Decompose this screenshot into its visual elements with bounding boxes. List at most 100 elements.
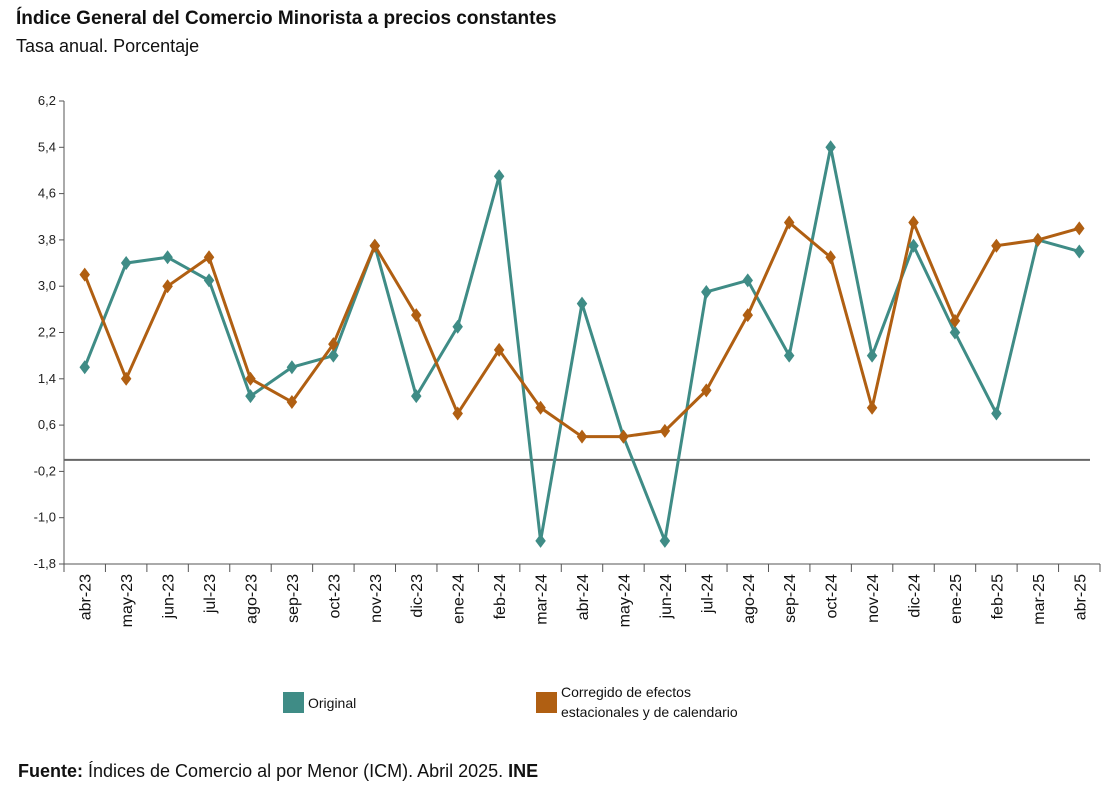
x-tick-label: dic-24 — [907, 574, 924, 618]
x-tick-label: mar-25 — [1031, 574, 1048, 625]
data-point-original — [79, 360, 90, 375]
data-point-original — [825, 140, 836, 155]
data-point-corrected — [162, 279, 173, 294]
data-point-original — [286, 360, 298, 375]
legend-original-swatch — [283, 692, 304, 713]
data-point-corrected — [535, 400, 546, 415]
data-point-corrected — [286, 394, 298, 409]
data-point-original — [866, 348, 878, 363]
data-point-original — [203, 273, 215, 288]
data-point-original — [1074, 244, 1085, 259]
x-tick-label: ago-24 — [741, 574, 758, 624]
data-point-corrected — [659, 423, 671, 438]
x-tick-label: nov-24 — [865, 574, 882, 623]
legend-corrected-swatch — [536, 691, 557, 713]
legend-corrected-line1: Corregido de efectos — [561, 684, 691, 700]
series-line-corrected — [83, 221, 1080, 439]
data-point-corrected — [866, 400, 878, 415]
data-point-corrected — [908, 215, 919, 230]
data-point-original — [120, 256, 132, 271]
legend-original: Original — [283, 692, 356, 713]
data-point-corrected — [203, 250, 215, 265]
data-point-original — [493, 169, 505, 184]
x-tick-label: ago-23 — [243, 574, 260, 624]
y-tick-label: 3,8 — [38, 232, 56, 247]
source-org: INE — [508, 761, 539, 781]
data-point-corrected — [410, 308, 422, 323]
data-point-corrected — [991, 238, 1002, 253]
data-point-corrected — [742, 308, 754, 323]
y-tick-label: 6,2 — [38, 93, 56, 108]
data-point-original — [991, 406, 1002, 421]
y-tick-label: 2,2 — [38, 325, 56, 340]
source-label: Fuente: — [18, 761, 83, 781]
x-tick-label: abr-24 — [575, 574, 592, 620]
data-point-corrected — [618, 429, 629, 444]
y-tick-label: -1,0 — [34, 510, 56, 525]
x-tick-label: feb-24 — [492, 574, 509, 619]
data-point-corrected — [1032, 232, 1044, 247]
source-text: Índices de Comercio al por Menor (ICM). … — [83, 761, 509, 781]
x-tick-label: ene-25 — [948, 574, 965, 624]
x-tick-label: sep-24 — [782, 574, 799, 623]
y-tick-label: -0,2 — [34, 463, 56, 478]
x-tick-label: nov-23 — [368, 574, 385, 623]
data-point-original — [576, 296, 588, 311]
x-tick-label: oct-24 — [824, 574, 841, 619]
data-point-corrected — [1074, 221, 1085, 236]
data-point-corrected — [576, 429, 588, 444]
x-tick-label: may-23 — [119, 574, 136, 627]
x-tick-label: oct-23 — [326, 574, 343, 619]
legend-original-label: Original — [308, 694, 357, 711]
data-point-original — [908, 238, 919, 253]
x-tick-label: ene-24 — [451, 574, 468, 624]
data-point-corrected — [783, 215, 795, 230]
y-tick-label: 3,0 — [38, 278, 56, 293]
data-point-original — [452, 319, 463, 334]
data-point-original — [742, 273, 754, 288]
data-point-original — [783, 348, 795, 363]
x-tick-label: mar-24 — [534, 574, 551, 625]
data-point-original — [410, 389, 422, 404]
data-point-corrected — [120, 371, 132, 386]
data-point-corrected — [825, 250, 836, 265]
data-point-corrected — [452, 406, 463, 421]
x-tick-label: feb-25 — [989, 574, 1006, 619]
x-tick-label: jun-23 — [161, 574, 178, 620]
legend-corrected-label: Corregido de efectos estacionales y de c… — [561, 682, 738, 722]
data-point-original — [949, 325, 961, 340]
chart-title: Índice General del Comercio Minorista a … — [16, 8, 557, 29]
chart-subtitle: Tasa anual. Porcentaje — [16, 36, 200, 56]
data-point-original — [535, 533, 546, 548]
data-point-original — [162, 250, 173, 265]
data-point-corrected — [328, 337, 339, 352]
y-tick-label: 0,6 — [38, 417, 56, 432]
y-tick-label: 4,6 — [38, 186, 56, 201]
x-tick-label: jun-24 — [658, 574, 675, 620]
data-point-corrected — [493, 342, 505, 357]
data-point-corrected — [949, 313, 961, 328]
x-tick-label: may-24 — [616, 574, 633, 627]
data-point-corrected — [701, 383, 712, 398]
data-point-original — [659, 533, 671, 548]
source-note: Fuente: Índices de Comercio al por Menor… — [18, 761, 538, 782]
data-point-corrected — [245, 371, 256, 386]
legend-corrected: Corregido de efectos estacionales y de c… — [536, 682, 738, 722]
y-tick-label: -1,8 — [34, 556, 56, 571]
data-point-corrected — [369, 238, 381, 253]
x-tick-label: dic-23 — [409, 574, 426, 618]
x-tick-label: jul-23 — [202, 574, 219, 614]
data-point-original — [328, 348, 339, 363]
x-tick-label: abr-25 — [1072, 574, 1089, 620]
x-tick-label: jul-24 — [699, 574, 716, 614]
data-point-corrected — [79, 267, 90, 282]
data-point-original — [701, 284, 712, 299]
x-tick-label: sep-23 — [285, 574, 302, 623]
data-point-original — [245, 389, 256, 404]
series-line-original — [83, 145, 1080, 543]
y-tick-label: 1,4 — [38, 371, 56, 386]
legend-corrected-line2: estacionales y de calendario — [561, 704, 738, 720]
y-tick-label: 5,4 — [38, 139, 56, 154]
x-tick-label: abr-23 — [78, 574, 95, 620]
